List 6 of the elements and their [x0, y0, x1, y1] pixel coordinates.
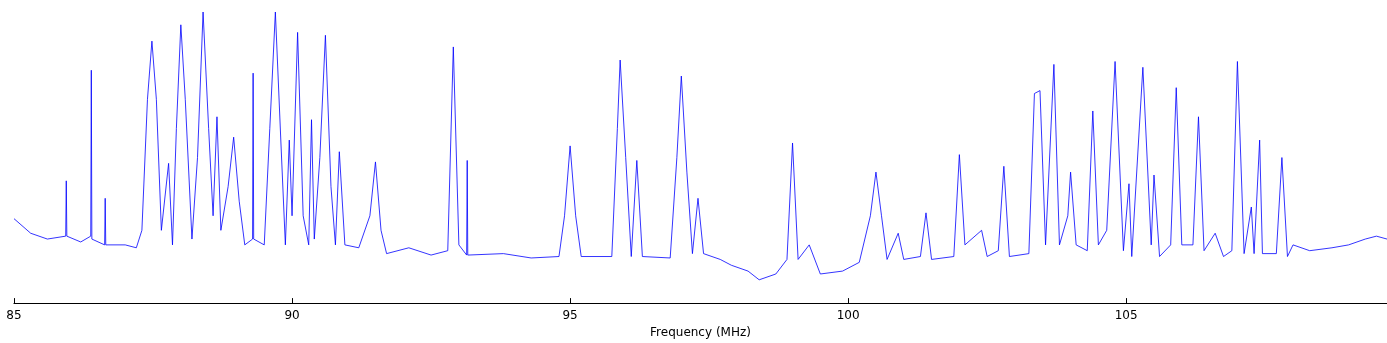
- x-tick-label: 90: [284, 308, 300, 323]
- x-tick-label: 95: [562, 308, 578, 323]
- x-axis-title: Frequency (MHz): [650, 325, 751, 339]
- x-tick-label: 85: [6, 308, 22, 323]
- x-tick-label: 100: [836, 308, 860, 323]
- x-tick-label: 105: [1114, 308, 1138, 323]
